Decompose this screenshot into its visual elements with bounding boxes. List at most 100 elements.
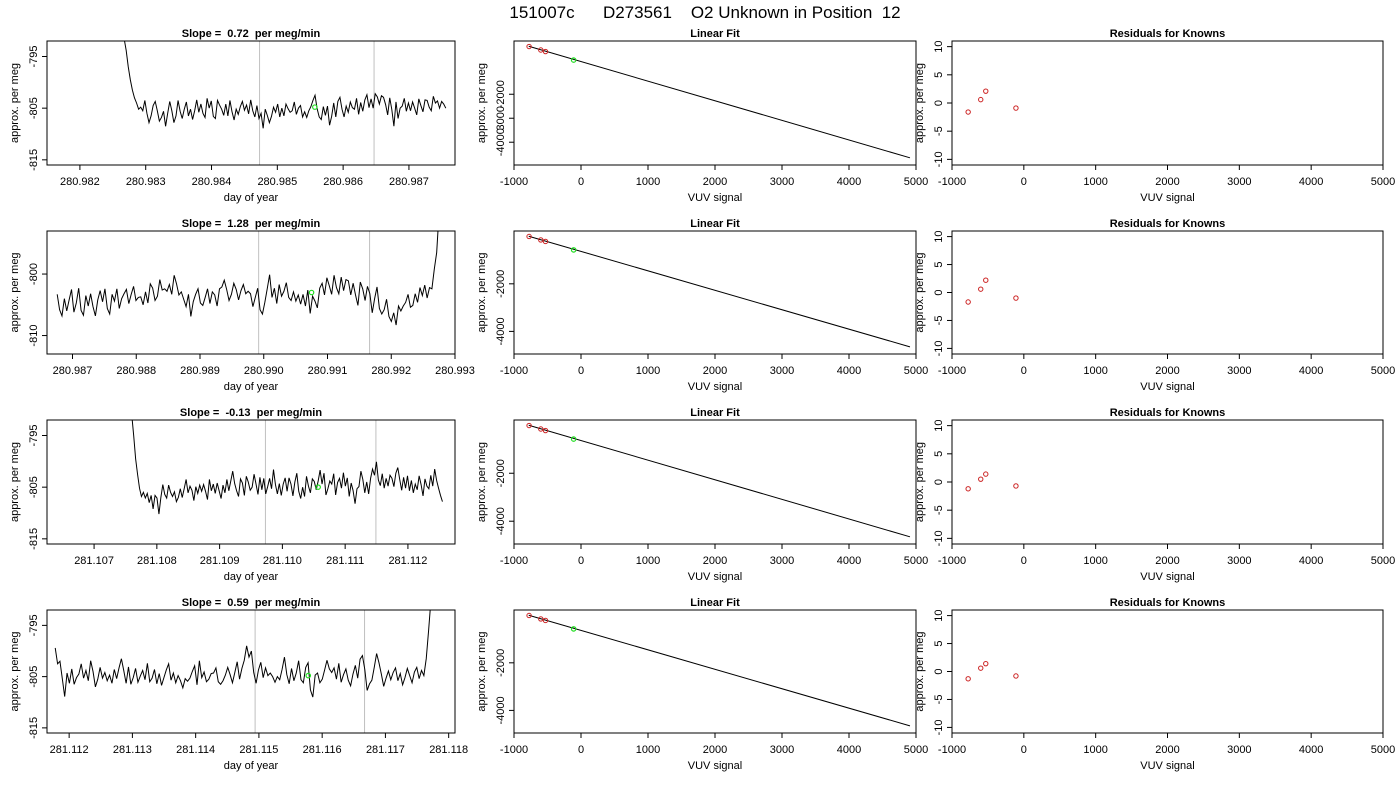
panel-r1-c1-xtick-label-2: 280.984 (192, 176, 232, 188)
panel-r2-c1-xtick-label-6: 280.993 (435, 365, 475, 377)
panel-r2-c2-xtick-label-6: 5000 (904, 365, 928, 377)
panel-r1-c1-ytick-label-2: -815 (28, 149, 40, 171)
panel-r3-c1-xtick-label-1: 281.108 (137, 555, 177, 567)
panel-r1-c3-point-0 (965, 109, 971, 115)
panel-r2-c1-xtick-label-2: 280.989 (180, 365, 220, 377)
panel-r4-c3-xtick-label-1: 0 (1021, 744, 1027, 756)
panel-r3-c2-ytick-label-0: -2000 (495, 459, 507, 487)
panel-r3-c2-xtick-label-0: -1000 (500, 555, 528, 567)
panel-r2-c3-ytick-label-3: -5 (933, 316, 945, 326)
panel-r3-c1-xtick-label-4: 281.111 (326, 555, 364, 567)
panel-r4-c3-xtick-label-2: 1000 (1083, 744, 1107, 756)
panel-r2-c2-marker-0 (570, 247, 577, 253)
panel-r4-c2-xlabel: VUV signal (688, 760, 742, 772)
panel-r1-c2: Linear Fit -1000 0 1000 2000 3000 4000 5000 -200… (476, 28, 928, 204)
panel-r2-c2-point-1 (538, 237, 544, 243)
panel-r3-c2-fit-line (528, 424, 911, 538)
panel-r4-c2-marker-0 (570, 626, 577, 632)
panel-r3-c3-ytick-label-4: -10 (933, 530, 945, 546)
panel-r4-c1-ytick-label-2: -815 (28, 717, 40, 739)
panel-r2-c3-point-1 (978, 286, 984, 292)
panel-r1-c3-xtick-label-3: 2000 (1155, 176, 1179, 188)
panel-r1-c2-point-1 (538, 47, 544, 53)
panels-container: Slope = 0.72 per meg/min 280.982 280.983 28… (9, 28, 1395, 772)
panel-r3-c1-ytick-label-0: -795 (28, 424, 40, 446)
panel-r2-c3-xtick-label-0: -1000 (938, 365, 966, 377)
panel-r3-c3-title: Residuals for Knowns (1110, 407, 1226, 419)
panel-r4-c2-xtick-label-6: 5000 (904, 744, 928, 756)
panel-r3-c1-xlabel: day of year (224, 571, 279, 583)
panel-r4-c1-xlabel: day of year (224, 760, 279, 772)
panel-r2-c3-ytick-label-0: 10 (933, 230, 945, 242)
panel-r3-c1-ytick-label-2: -815 (28, 528, 40, 550)
panel-r1-c2-ytick-label-2: -4000 (495, 128, 507, 156)
panel-r1-c2-point-0 (526, 43, 532, 50)
panel-r4-c3: Residuals for Knowns -1000 0 1000 2000 3000 40… (914, 597, 1395, 772)
panel-r1-c3-xtick-label-4: 3000 (1227, 176, 1251, 188)
panel-r1-c2-marker-0 (570, 57, 577, 63)
panel-r2-c3: Residuals for Knowns -1000 0 1000 2000 3000 40… (914, 218, 1395, 393)
panel-r1-c3-xtick-label-6: 5000 (1371, 176, 1395, 188)
panel-r3-c3: Residuals for Knowns -1000 0 1000 2000 3000 40… (914, 407, 1395, 583)
panel-r1-c1-marker-0 (312, 104, 318, 110)
panel-r4-c2-xtick-label-2: 1000 (636, 744, 660, 756)
panel-r3-c3-ylabel: approx. per meg (914, 442, 926, 522)
panel-r1-c2-xlabel: VUV signal (688, 192, 742, 204)
panel-r1-c2-plot-area (526, 43, 911, 159)
panel-r3-c1-marker-0 (315, 484, 321, 490)
panel-r2-c2-ytick-label-1: -4000 (495, 317, 507, 345)
panel-r3-c3-xtick-label-0: -1000 (938, 555, 966, 567)
panel-r2-c3-xlabel: VUV signal (1140, 381, 1194, 393)
panel-r4-c1: Slope = 0.59 per meg/min 281.112 281.113 28… (9, 597, 468, 772)
panel-r4-c3-plot-area (965, 660, 1019, 682)
panel-r3-c3-ytick-label-3: -5 (933, 505, 945, 515)
panel-r1-c1-xtick-label-0: 280.982 (60, 176, 100, 188)
panel-r1-c2-xtick-label-1: 0 (578, 176, 584, 188)
panel-r2-c1: Slope = 1.28 per meg/min 280.987 280.988 28… (9, 218, 475, 393)
panel-r2-c2-xtick-label-2: 1000 (636, 365, 660, 377)
panel-r1-c3-xtick-label-2: 1000 (1083, 176, 1107, 188)
panel-r2-c2-xtick-label-4: 3000 (770, 365, 794, 377)
panel-r3-c3-plot-area (965, 471, 1019, 492)
panel-r3-c2-title: Linear Fit (690, 407, 740, 419)
panel-r3-c1-xtick-label-0: 281.107 (74, 555, 114, 567)
panel-r1-c2-title: Linear Fit (690, 28, 740, 40)
panel-r2-c1-frame (46, 230, 456, 355)
panel-r3-c1-xtick-label-2: 281.109 (200, 555, 240, 567)
panel-r1-c2-xtick-label-3: 2000 (703, 176, 727, 188)
panel-r4-c1-xtick-label-5: 281.117 (366, 744, 405, 756)
panel-r4-c3-xlabel: VUV signal (1140, 760, 1194, 772)
panel-r3-c2-point-1 (538, 426, 544, 432)
panel-r1-c2-xtick-label-5: 4000 (837, 176, 861, 188)
panel-r2-c1-xtick-label-5: 280.992 (371, 365, 411, 377)
panel-r3-c3-xtick-label-5: 4000 (1299, 555, 1323, 567)
panel-r4-c2-xtick-label-5: 4000 (837, 744, 861, 756)
panel-r2-c3-xtick-label-3: 2000 (1155, 365, 1179, 377)
panel-r2-c2-xlabel: VUV signal (688, 381, 742, 393)
panel-r3-c2: Linear Fit -1000 0 1000 2000 3000 4000 5000 -200… (476, 407, 928, 583)
panel-r4-c1-series-line (54, 610, 431, 698)
panel-r4-c1-ytick-label-1: -805 (28, 666, 40, 688)
panel-r1-c1-title: Slope = 0.72 per meg/min (182, 28, 321, 40)
panel-r2-c3-title: Residuals for Knowns (1110, 218, 1226, 230)
panel-r1-c1-ylabel: approx. per meg (9, 63, 21, 143)
panel-r3-c2-point-0 (526, 422, 532, 429)
panel-r3-c2-point-2 (542, 427, 549, 434)
panel-r2-c1-ytick-label-1: -810 (28, 325, 40, 347)
panel-r3-c3-xtick-label-1: 0 (1021, 555, 1027, 567)
panel-r3-c3-point-3 (1013, 483, 1019, 489)
panel-r4-c3-xtick-label-4: 3000 (1227, 744, 1251, 756)
panel-r4-c1-frame (46, 609, 456, 734)
panel-r4-c2-ytick-label-1: -4000 (495, 696, 507, 724)
panel-r1-c1-xtick-label-1: 280.983 (126, 176, 166, 188)
panel-r2-c1-xtick-label-1: 280.988 (116, 365, 156, 377)
panel-r1-c1-xtick-label-5: 280.987 (389, 176, 429, 188)
panel-r2-c3-point-3 (1013, 295, 1019, 301)
panel-r4-c2-ytick-label-0: -2000 (495, 649, 507, 677)
panel-r1-c1-ytick-label-1: -805 (28, 97, 40, 119)
panel-r4-c3-ylabel: approx. per meg (914, 631, 926, 711)
panel-r3-c3-point-2 (983, 471, 989, 477)
panel-r3-c3-xtick-label-3: 2000 (1155, 555, 1179, 567)
